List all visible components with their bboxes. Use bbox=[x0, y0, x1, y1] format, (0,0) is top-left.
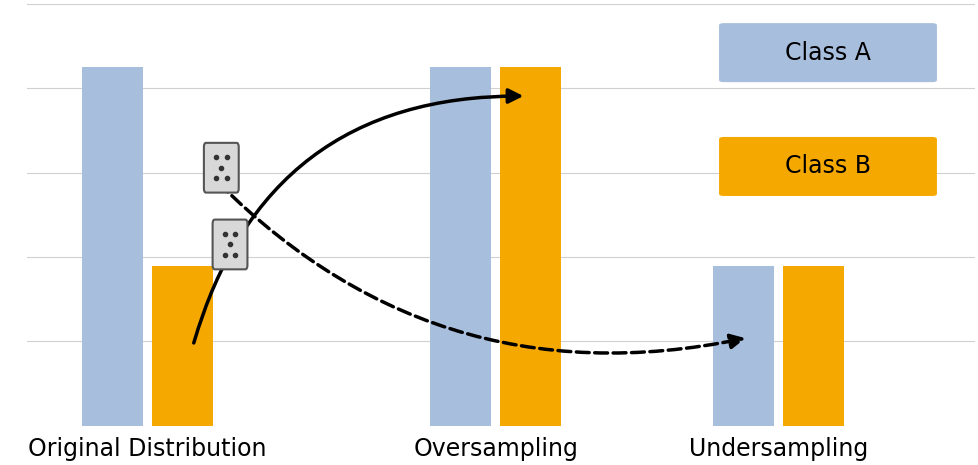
FancyBboxPatch shape bbox=[203, 143, 239, 193]
Bar bbox=[430, 67, 491, 426]
Text: Class B: Class B bbox=[784, 154, 870, 179]
Bar bbox=[152, 266, 212, 426]
FancyBboxPatch shape bbox=[212, 219, 247, 269]
FancyBboxPatch shape bbox=[718, 23, 936, 82]
Bar bbox=[713, 266, 774, 426]
FancyBboxPatch shape bbox=[718, 137, 936, 196]
Bar bbox=[500, 67, 560, 426]
Bar bbox=[782, 266, 843, 426]
Bar bbox=[82, 67, 143, 426]
Text: Class A: Class A bbox=[784, 40, 870, 65]
